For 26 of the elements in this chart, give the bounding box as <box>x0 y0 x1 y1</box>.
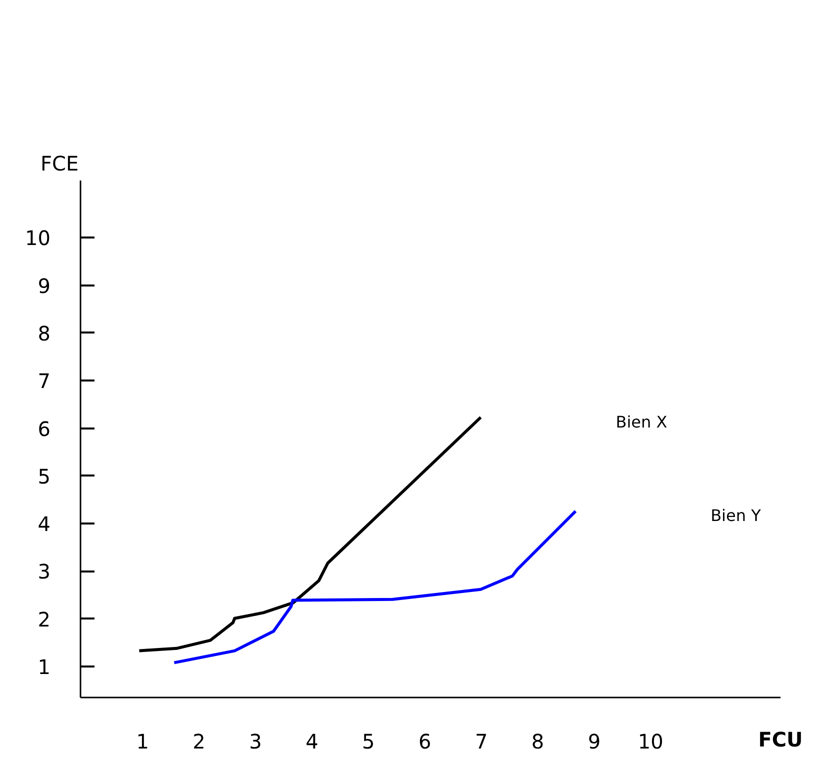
x-tick-label: 8 <box>531 730 544 754</box>
y-tick-label: 10 <box>25 226 51 250</box>
x-tick-label: 10 <box>638 730 664 754</box>
y-tick-label: 3 <box>38 560 51 584</box>
y-tick-label: 8 <box>38 321 51 346</box>
line-series <box>138 416 482 652</box>
x-tick-label: 4 <box>306 730 318 754</box>
x-tick-label: 2 <box>192 730 206 754</box>
text: Bien Y <box>710 506 762 526</box>
y-tick-label: 1 <box>38 655 51 680</box>
y-tick-label: 5 <box>38 464 51 488</box>
x-tick-label: 9 <box>588 730 601 754</box>
y-axis-title: FCE <box>40 152 79 176</box>
x-tick-label: 5 <box>362 730 375 754</box>
line-series <box>172 510 578 664</box>
text: Bien X <box>616 412 668 432</box>
x-axis-title: FCU <box>758 728 803 752</box>
y-tick-label: 2 <box>38 607 51 632</box>
y-tick-label: 4 <box>38 512 51 536</box>
y-tick-label: 7 <box>38 369 51 394</box>
x-tick-label: 6 <box>418 730 432 754</box>
y-tick-label: 6 <box>38 416 51 441</box>
x-tick-label: 1 <box>136 730 149 754</box>
x-tick-label: 3 <box>249 730 262 754</box>
x-tick-label: 7 <box>474 730 488 754</box>
y-tick-label: 9 <box>38 274 51 298</box>
